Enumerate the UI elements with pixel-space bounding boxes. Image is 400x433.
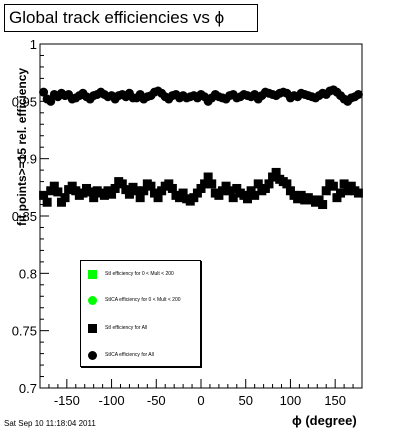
legend-entry-stica-mult: StICA efficiency for 0 < Mult < 200 xyxy=(81,294,181,306)
sti-all-point xyxy=(167,183,177,193)
timestamp: Sat Sep 10 11:18:04 2011 xyxy=(4,419,96,428)
sti-all-point xyxy=(243,194,253,204)
legend-label: StICA efficiency for 0 < Mult < 200 xyxy=(105,297,181,303)
sti-all-point xyxy=(89,193,99,203)
legend-label: StI efficiency for All xyxy=(105,325,148,331)
sti-all-point xyxy=(78,188,88,198)
green-circle-marker-icon xyxy=(87,295,97,305)
sti-all-point xyxy=(149,188,159,198)
sti-all-point xyxy=(132,186,142,196)
sti-all-point xyxy=(314,195,324,205)
y-tick-label: 0.7 xyxy=(19,381,37,396)
sti-all-point xyxy=(49,181,59,191)
y-tick-label: 0.9 xyxy=(19,152,37,167)
stica-all-point xyxy=(353,89,363,99)
y-tick-label: 0.8 xyxy=(19,266,37,281)
sti-all-point xyxy=(228,193,238,203)
sti-all-point xyxy=(175,193,185,203)
x-tick-label: 100 xyxy=(280,393,302,408)
sti-all-point xyxy=(42,197,52,207)
sti-all-point xyxy=(135,193,145,203)
y-tick-label: 0.95 xyxy=(12,94,37,109)
legend-entry-sti-all: StI efficiency for All xyxy=(81,322,147,334)
sti-all-point xyxy=(46,186,56,196)
sti-all-point xyxy=(268,172,278,182)
sti-all-point xyxy=(318,200,328,210)
sti-all-point xyxy=(246,186,256,196)
legend: StI efficiency for 0 < Mult < 200 StICA … xyxy=(80,260,201,367)
x-axis-label: ϕ (degree) xyxy=(292,413,357,428)
sti-all-point xyxy=(339,179,349,189)
sti-all-point xyxy=(285,186,295,196)
x-tick-label: -150 xyxy=(54,393,80,408)
x-tick-label: 0 xyxy=(197,393,204,408)
sti-all-point xyxy=(56,197,66,207)
sti-all-point xyxy=(253,179,263,189)
sti-all-point xyxy=(271,167,281,177)
sti-all-point xyxy=(232,183,242,193)
data-points xyxy=(39,85,363,210)
x-tick-label: -100 xyxy=(99,393,125,408)
sti-all-point xyxy=(203,172,213,182)
sti-all-point xyxy=(146,181,156,191)
sti-all-point xyxy=(67,181,77,191)
sti-all-point xyxy=(53,187,63,197)
sti-all-point xyxy=(296,190,306,200)
sti-all-point xyxy=(214,190,224,200)
chart-title: Global track efficiencies vs ϕ xyxy=(4,4,258,32)
sti-all-point xyxy=(321,186,331,196)
y-tick-label: 1 xyxy=(30,37,37,52)
sti-all-point xyxy=(250,190,260,200)
sti-all-point xyxy=(343,186,353,196)
black-square-marker-icon xyxy=(87,323,97,333)
sti-all-point xyxy=(217,186,227,196)
sti-all-point xyxy=(71,186,81,196)
sti-all-point xyxy=(260,183,270,193)
sti-all-point xyxy=(157,186,167,196)
sti-all-point xyxy=(121,185,131,195)
sti-all-point xyxy=(207,179,217,189)
legend-label: StI efficiency for 0 < Mult < 200 xyxy=(105,271,174,277)
sti-all-point xyxy=(225,186,235,196)
sti-all-point xyxy=(107,189,117,199)
sti-all-point xyxy=(332,193,342,203)
sti-all-point xyxy=(328,181,338,191)
stica-all-point xyxy=(39,87,49,97)
stica-all-point xyxy=(46,96,56,106)
sti-all-point xyxy=(139,186,149,196)
x-tick-label: -50 xyxy=(147,393,166,408)
y-axis-label: fit points>=15 rel. efficiency xyxy=(15,67,29,226)
sti-all-point xyxy=(221,181,231,191)
green-square-marker-icon xyxy=(87,269,97,279)
sti-all-point xyxy=(282,179,292,189)
sti-all-point xyxy=(196,183,206,193)
x-tick-label: 50 xyxy=(238,393,252,408)
sti-all-point xyxy=(39,190,49,200)
legend-label: StICA efficiency for All xyxy=(105,352,154,358)
sti-all-point xyxy=(178,188,188,198)
sti-all-point xyxy=(192,188,202,198)
y-tick-label: 0.75 xyxy=(12,324,37,339)
sti-all-point xyxy=(164,179,174,189)
axis-ticks: -150 -100 -50 0 50 100 150 0.7 0.75 0.8 0.85 0.9 0.9… xyxy=(12,37,363,408)
sti-all-point xyxy=(60,193,70,203)
legend-entry-stica-all: StICA efficiency for All xyxy=(81,349,154,361)
sti-all-point xyxy=(336,188,346,198)
x-tick-label: 150 xyxy=(324,393,346,408)
sti-all-point xyxy=(153,193,163,203)
black-circle-marker-icon xyxy=(87,350,97,360)
legend-entry-sti-mult: StI efficiency for 0 < Mult < 200 xyxy=(81,268,174,280)
sti-all-point xyxy=(117,179,127,189)
sti-all-point xyxy=(99,190,109,200)
sti-all-point xyxy=(85,187,95,197)
sti-all-point xyxy=(353,188,363,198)
sti-all-point xyxy=(110,183,120,193)
y-tick-label: 0.85 xyxy=(12,209,37,224)
sti-all-point xyxy=(200,179,210,189)
sti-all-point xyxy=(189,193,199,203)
sti-all-point xyxy=(264,179,274,189)
sti-all-point xyxy=(346,181,356,191)
sti-all-point xyxy=(124,189,134,199)
